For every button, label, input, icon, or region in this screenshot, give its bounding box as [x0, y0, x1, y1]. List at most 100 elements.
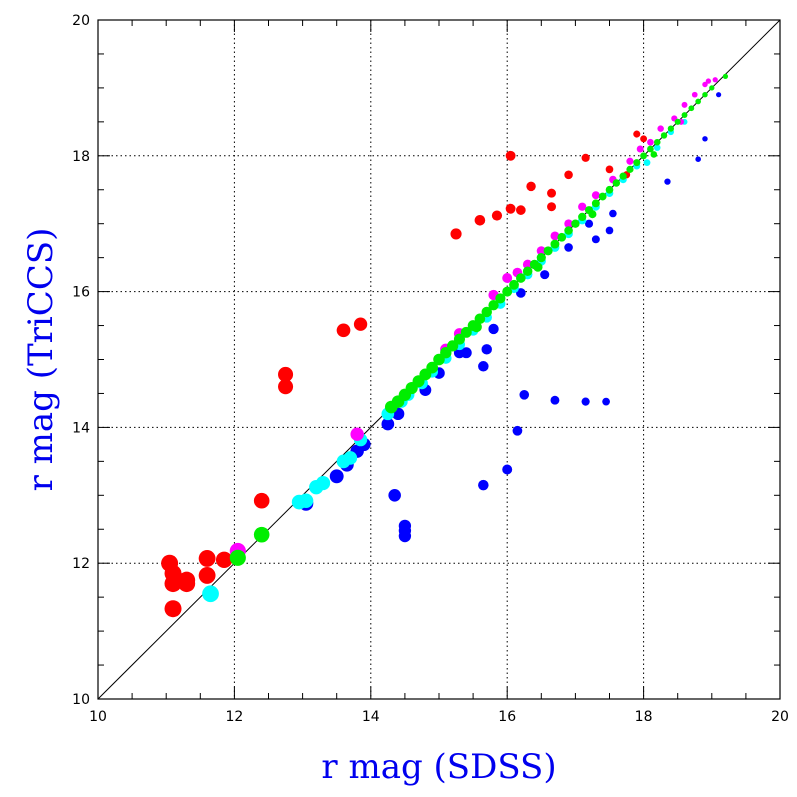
data-point — [198, 550, 216, 567]
x-tick-label: 16 — [498, 709, 516, 725]
data-point — [198, 567, 216, 584]
data-point — [381, 417, 395, 431]
grid-lines — [98, 20, 780, 699]
data-point — [564, 226, 573, 235]
data-point — [516, 273, 526, 283]
data-point — [695, 98, 701, 105]
data-point — [702, 136, 708, 142]
data-point — [516, 205, 526, 215]
data-point — [657, 125, 664, 132]
data-point — [581, 153, 590, 162]
data-point — [178, 575, 196, 593]
data-point — [584, 219, 594, 228]
data-point — [450, 228, 462, 240]
data-point — [522, 259, 533, 270]
data-point — [502, 286, 513, 297]
axis-ticks — [97, 19, 781, 700]
x-tick-label: 10 — [89, 709, 107, 725]
data-point — [536, 253, 546, 263]
x-tick-label: 20 — [771, 709, 789, 725]
data-point — [460, 347, 472, 359]
data-point — [660, 132, 668, 139]
data-point — [674, 118, 681, 125]
data-point — [653, 138, 661, 146]
data-point — [633, 159, 641, 167]
data-point — [564, 219, 573, 228]
data-point — [640, 152, 648, 160]
data-point — [578, 212, 587, 222]
data-point — [557, 232, 567, 242]
data-point — [516, 288, 526, 298]
data-point — [336, 323, 351, 338]
data-point — [605, 226, 614, 235]
data-point — [202, 585, 219, 603]
data-point — [478, 479, 489, 491]
data-point — [353, 317, 368, 331]
data-point — [702, 91, 708, 98]
data-point — [688, 105, 695, 112]
data-point — [478, 361, 489, 372]
data-point — [633, 130, 641, 138]
data-point — [474, 215, 486, 226]
data-point — [643, 159, 651, 166]
data-point — [681, 112, 688, 119]
y-tick-label: 16 — [72, 285, 90, 301]
data-point — [550, 231, 560, 241]
data-point — [533, 262, 543, 272]
data-point — [215, 551, 233, 569]
data-point — [481, 344, 492, 355]
data-point — [298, 493, 314, 509]
tick-labels: 10 12 14 16 18 20 10 12 14 16 18 20 — [72, 13, 789, 725]
data-point — [702, 81, 708, 88]
data-point — [522, 266, 533, 276]
data-point — [502, 273, 513, 284]
y-tick-label: 10 — [72, 692, 90, 708]
data-point — [640, 135, 648, 143]
data-point — [547, 188, 557, 198]
data-point — [564, 243, 573, 252]
data-point — [278, 379, 294, 395]
data-point — [398, 529, 412, 543]
data-point — [636, 145, 644, 153]
y-tick-label: 14 — [72, 420, 90, 436]
data-point — [619, 172, 627, 180]
data-point — [536, 246, 546, 256]
data-point — [681, 101, 688, 108]
data-point — [550, 395, 560, 405]
data-point — [164, 600, 182, 618]
data-point — [605, 185, 614, 194]
data-point — [491, 210, 503, 221]
data-point — [502, 464, 513, 475]
data-point — [526, 181, 536, 192]
data-point — [650, 151, 658, 158]
data-point — [647, 138, 654, 146]
data-point — [712, 77, 718, 83]
data-point — [488, 300, 499, 311]
data-point — [505, 150, 516, 161]
x-tick-label: 12 — [225, 709, 243, 725]
data-point — [253, 492, 270, 509]
data-point — [591, 191, 600, 200]
data-point — [722, 73, 729, 79]
data-point — [564, 170, 573, 180]
data-point — [388, 489, 401, 502]
data-point — [626, 165, 634, 173]
data-point — [343, 451, 358, 465]
data-point — [695, 156, 701, 163]
x-axis-title: r mag (SDSS) — [321, 747, 556, 787]
y-tick-label: 20 — [72, 13, 90, 29]
data-point — [329, 469, 344, 484]
data-point — [481, 306, 492, 318]
data-point — [626, 157, 634, 165]
data-point — [543, 246, 553, 256]
data-point — [647, 145, 654, 153]
data-point — [571, 219, 580, 228]
data-point — [667, 125, 674, 132]
data-point — [460, 326, 472, 338]
data-point — [588, 210, 597, 219]
data-point — [664, 178, 671, 185]
data-point — [550, 239, 560, 249]
data-point — [509, 279, 519, 290]
data-point — [488, 323, 499, 335]
